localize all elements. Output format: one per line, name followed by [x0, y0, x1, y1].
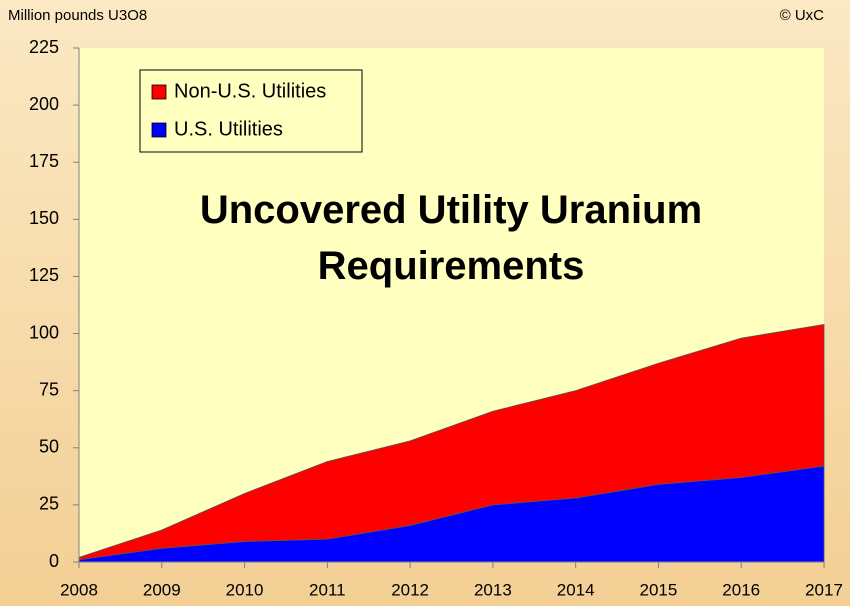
- y-tick-label: 225: [29, 37, 59, 57]
- x-tick-label: 2016: [722, 580, 760, 599]
- x-tick-label: 2015: [640, 580, 678, 599]
- y-tick-label: 125: [29, 265, 59, 285]
- x-tick-label: 2011: [309, 580, 346, 599]
- legend-label: U.S. Utilities: [174, 118, 283, 140]
- x-tick-label: 2013: [474, 580, 512, 599]
- legend-swatch: [151, 122, 167, 138]
- area: [78, 323, 825, 561]
- y-tick-label: 50: [39, 437, 59, 457]
- y-tick-label: 0: [49, 551, 59, 571]
- y-tick-label: 25: [39, 494, 59, 514]
- y-tick-label: 200: [29, 94, 59, 114]
- chart-title: Uncovered Utility Uranium Requirements: [200, 188, 702, 288]
- x-tick-label: 2010: [226, 580, 264, 599]
- y-tick-label: 175: [29, 151, 59, 171]
- x-tick-label: 2008: [60, 580, 98, 599]
- legend-swatch: [151, 84, 167, 100]
- x-tick-label: 2017: [805, 580, 843, 599]
- y-tick-label: 100: [29, 322, 59, 342]
- x-tick-label: 2014: [557, 580, 595, 599]
- legend: [139, 69, 363, 153]
- y-tick-label: 150: [29, 208, 59, 228]
- source: © UxC: [780, 7, 825, 24]
- y-axis-label: Million pounds U3O8: [8, 7, 147, 24]
- x-tick-label: 2009: [143, 580, 181, 599]
- x-tick-label: 2012: [391, 580, 429, 599]
- y-tick-label: 75: [39, 379, 59, 399]
- legend-label: Non-U.S. Utilities: [174, 80, 326, 102]
